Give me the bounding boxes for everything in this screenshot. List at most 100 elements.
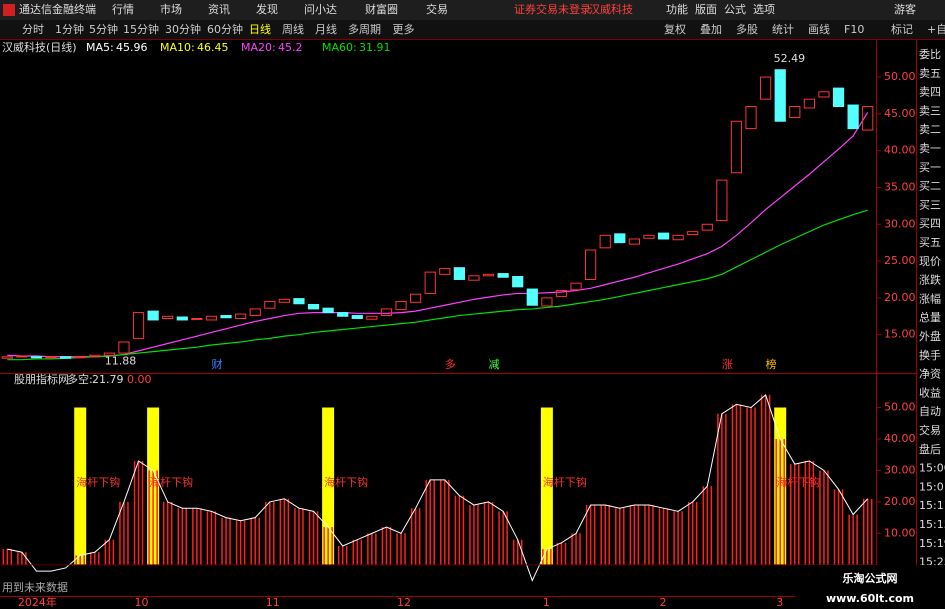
side-label: 买五	[919, 236, 941, 249]
period-tab[interactable]: 月线	[315, 22, 337, 36]
candle	[249, 308, 261, 317]
menu-item[interactable]: 交易	[426, 2, 448, 16]
candle	[628, 238, 640, 245]
candle	[657, 232, 670, 240]
candle	[687, 231, 699, 236]
side-label: 买三	[919, 198, 941, 211]
logo	[3, 4, 15, 16]
candle	[730, 120, 743, 174]
tool-button[interactable]: 标记	[891, 22, 913, 36]
menu-item[interactable]: 市场	[160, 2, 182, 16]
ma-name: MA5:	[86, 41, 114, 54]
candle	[614, 233, 626, 244]
menu-item[interactable]: 功能	[666, 2, 688, 16]
period-tab[interactable]: 5分钟	[89, 22, 118, 36]
candle	[453, 267, 465, 280]
ma-value: 45.2	[278, 41, 303, 54]
indicator-value: 0.00	[127, 373, 152, 386]
event-marker: 涨	[722, 358, 733, 371]
side-label: 涨跌	[919, 273, 941, 287]
side-label: 现价	[919, 255, 941, 268]
side-label: 15:00	[919, 462, 945, 475]
menu-item[interactable]: 财富圈	[365, 2, 398, 16]
note: 用到未来数据	[2, 580, 68, 594]
side-label: 买二	[919, 180, 941, 193]
indicator-title: 股朋指标网	[14, 372, 69, 386]
candle	[30, 356, 43, 359]
candle	[176, 316, 188, 321]
candle	[497, 273, 509, 278]
period-tab[interactable]: 更多	[393, 22, 415, 36]
candle	[541, 297, 553, 307]
side-label: 换手	[919, 348, 941, 362]
side-label: 15:01	[919, 480, 945, 493]
tool-button[interactable]: 复权	[664, 22, 686, 36]
y-tick-label: 40.00	[884, 144, 916, 157]
watermark-name: 乐淘公式网	[843, 571, 898, 585]
y-tick-label: 50.00	[884, 70, 916, 83]
candle	[760, 76, 772, 100]
candle	[468, 275, 480, 281]
period-tab[interactable]: 1分钟	[55, 22, 84, 36]
menu-item[interactable]: 发现	[256, 2, 278, 16]
side-label: 涨幅	[919, 292, 941, 305]
menu-stock: 汉威科技	[589, 2, 633, 16]
y-tick-label: 20.00	[884, 291, 916, 304]
side-label: 自动	[919, 405, 941, 418]
side-label: 买四	[919, 217, 941, 230]
period-tab[interactable]: 多周期	[348, 22, 381, 36]
candle	[599, 234, 611, 249]
candle	[832, 87, 845, 108]
side-label: 净资	[919, 367, 941, 381]
candle	[803, 98, 815, 109]
period-tab[interactable]: 日线	[249, 22, 271, 36]
side-label: 买一	[919, 161, 941, 174]
candle	[103, 352, 115, 356]
y-tick-label: 20.00	[884, 495, 916, 508]
candle	[60, 356, 72, 359]
side-label: 总量	[919, 310, 941, 324]
tool-button[interactable]: 画线	[808, 22, 830, 36]
menu-item[interactable]: 行情	[112, 3, 134, 16]
tool-button[interactable]: F10	[844, 23, 864, 36]
candle	[585, 249, 597, 280]
period-tab[interactable]: 周线	[282, 22, 304, 36]
ma-value: 45.96	[116, 41, 148, 54]
y-tick-label: 25.00	[884, 254, 916, 267]
candle	[512, 276, 524, 288]
candle	[643, 234, 655, 239]
candle	[118, 341, 130, 354]
menu-item[interactable]: 问小达	[304, 3, 337, 16]
candle	[716, 179, 728, 222]
menu-item[interactable]: 资讯	[208, 3, 230, 16]
candle	[745, 106, 757, 130]
side-label: 15:19	[919, 537, 945, 550]
side-label: 委比	[919, 48, 941, 61]
x-tick-label: 11	[266, 596, 280, 609]
y-tick-label: 35.00	[884, 180, 916, 193]
tool-button[interactable]: 统计	[772, 23, 794, 36]
side-label: 卖五	[919, 67, 941, 80]
tool-button[interactable]: +自选	[927, 23, 945, 36]
watermark-url: www.60lt.com	[826, 592, 914, 605]
tool-button[interactable]: 多股	[736, 22, 758, 36]
candle	[847, 104, 859, 130]
period-tab[interactable]: 15分钟	[123, 22, 159, 36]
ma-name: MA60:	[322, 41, 357, 54]
candle	[482, 273, 495, 277]
x-tick-label: 2024年	[18, 595, 57, 609]
candle	[293, 298, 305, 305]
period-tab[interactable]: 分时	[22, 23, 44, 36]
period-tab[interactable]: 60分钟	[207, 22, 243, 36]
menu-item[interactable]: 选项	[753, 3, 775, 16]
side-label: 交易	[919, 423, 941, 437]
side-label: 卖四	[919, 86, 941, 99]
user: 游客	[894, 2, 916, 16]
menu-item[interactable]: 公式	[724, 3, 746, 16]
menu-item[interactable]: 版面	[695, 2, 717, 16]
tool-button[interactable]: 叠加	[700, 23, 722, 36]
candle	[789, 106, 801, 119]
period-tab[interactable]: 30分钟	[165, 22, 201, 36]
candle	[322, 307, 334, 314]
